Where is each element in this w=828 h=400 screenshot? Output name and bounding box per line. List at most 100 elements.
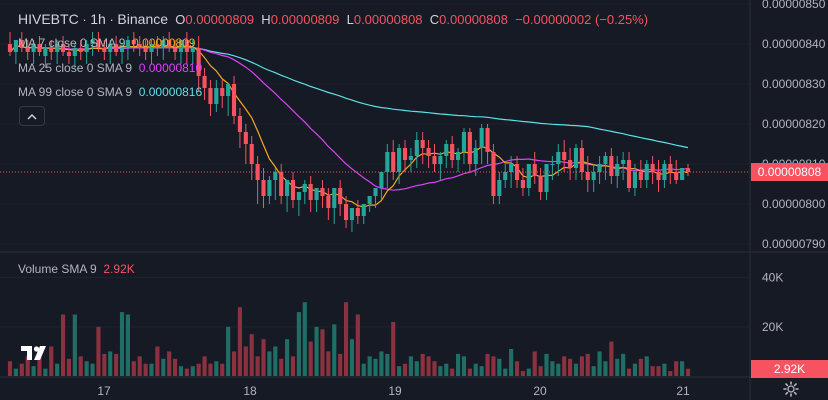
candle-body — [167, 40, 172, 48]
candle-body — [96, 40, 101, 48]
candle-body — [402, 148, 408, 160]
candle-body — [550, 164, 555, 165]
gear-icon[interactable] — [783, 381, 799, 397]
candle-body — [615, 164, 620, 176]
candle-body — [190, 48, 195, 52]
candle-body — [650, 164, 655, 172]
volume-bar — [450, 368, 455, 376]
candle-body — [562, 152, 567, 160]
time-tick-label: 19 — [388, 384, 402, 398]
open-label: O — [175, 12, 186, 27]
candle-body — [426, 148, 431, 156]
volume-bar — [456, 353, 461, 376]
volume-bar — [579, 356, 584, 376]
volume-bar — [190, 366, 195, 376]
candle-body — [302, 184, 307, 192]
candle-body — [279, 172, 284, 196]
candle-body — [119, 48, 125, 52]
ma25-legend[interactable]: MA 25 close 0 SMA 9 0.00000810 — [18, 61, 202, 75]
candle-body — [149, 44, 154, 52]
volume-bar — [379, 351, 384, 376]
candle-body — [237, 116, 242, 132]
volume-bar — [568, 358, 573, 376]
volume-bar — [220, 363, 225, 376]
candle-body — [503, 172, 508, 180]
volume-legend[interactable]: Volume SMA 9 2.92K — [18, 262, 135, 276]
volume-bar — [391, 321, 396, 376]
candle-body — [573, 148, 579, 168]
volume-tick-label: 40K — [762, 271, 783, 285]
volume-bar — [397, 366, 402, 376]
candle-body — [19, 40, 24, 48]
volume-bar — [161, 358, 166, 376]
volume-bar — [31, 366, 36, 376]
volume-bar — [290, 356, 296, 376]
candle-body — [102, 48, 107, 52]
candle-body — [49, 48, 54, 52]
ma99-value: 0.00000816 — [138, 85, 203, 99]
candle-body — [456, 152, 461, 160]
collapse-legend-button[interactable] — [19, 106, 45, 126]
ma7-legend[interactable]: MA 7 close 0 SMA 9 0.00000809 — [18, 36, 195, 50]
candle-body — [509, 164, 514, 172]
candle-body — [320, 188, 325, 196]
candle-body — [255, 164, 260, 180]
time-axis[interactable]: 17 18 19 20 21 — [97, 384, 690, 398]
candle-body — [296, 192, 301, 200]
time-tick-label: 20 — [533, 384, 547, 398]
volume-bar — [196, 363, 201, 376]
candle-body — [7, 44, 13, 52]
current-volume-tag: 2.92K — [751, 360, 828, 378]
candle-body — [632, 172, 638, 188]
candle-body — [84, 44, 89, 52]
candle-body — [326, 196, 331, 208]
price-tick-label: 0.00000850 — [762, 0, 826, 11]
volume-axis[interactable]: 40K 20K — [762, 271, 783, 334]
close-label: C — [429, 12, 440, 27]
price-tick-label: 0.00000840 — [762, 37, 826, 51]
candle-body — [143, 48, 148, 52]
candle-body — [591, 172, 596, 180]
volume-bar — [414, 361, 419, 376]
separator-dot: · — [109, 12, 118, 27]
volume-bar — [285, 339, 290, 376]
candle-body — [568, 160, 573, 168]
candle-body — [37, 44, 42, 52]
price-tick-label: 0.00000830 — [762, 77, 826, 91]
volume-bar — [267, 351, 272, 376]
candle-body — [544, 164, 549, 192]
volume-bar — [231, 351, 237, 376]
ma99-legend[interactable]: MA 99 close 0 SMA 9 0.00000816 — [18, 85, 202, 99]
volume-bar — [532, 351, 537, 376]
volume-bar — [615, 358, 620, 376]
candle-body — [367, 196, 372, 204]
volume-bar — [656, 366, 661, 376]
volume-bar — [214, 361, 219, 376]
volume-bar — [538, 366, 543, 376]
volume-bar — [674, 361, 679, 376]
candle-body — [556, 152, 561, 164]
candle-body — [538, 176, 543, 192]
volume-bar — [296, 312, 301, 376]
grid-lines — [0, 3, 750, 328]
ma25-value: 0.00000810 — [138, 61, 203, 75]
volume-bar — [349, 339, 355, 376]
symbol-legend[interactable]: HIVEBTC · 1h · Binance O0.00000809 H0.00… — [18, 11, 648, 27]
candle-body — [78, 48, 83, 52]
change-value: −0.00000002 (−0.25%) — [515, 12, 649, 27]
candle-body — [420, 140, 425, 148]
candle-body — [467, 132, 472, 164]
volume-bar — [55, 363, 60, 376]
ma99-label: MA 99 close 0 SMA 9 — [18, 85, 133, 99]
candle-body — [579, 148, 584, 172]
candle-body — [626, 160, 632, 188]
volume-bar — [556, 363, 561, 376]
volume-bar — [520, 371, 525, 376]
volume-bar — [479, 366, 484, 376]
candle-body — [497, 180, 502, 196]
tradingview-logo[interactable] — [20, 342, 48, 364]
volume-bar — [155, 346, 160, 376]
candle-body — [43, 48, 48, 56]
candle-body — [137, 44, 142, 48]
